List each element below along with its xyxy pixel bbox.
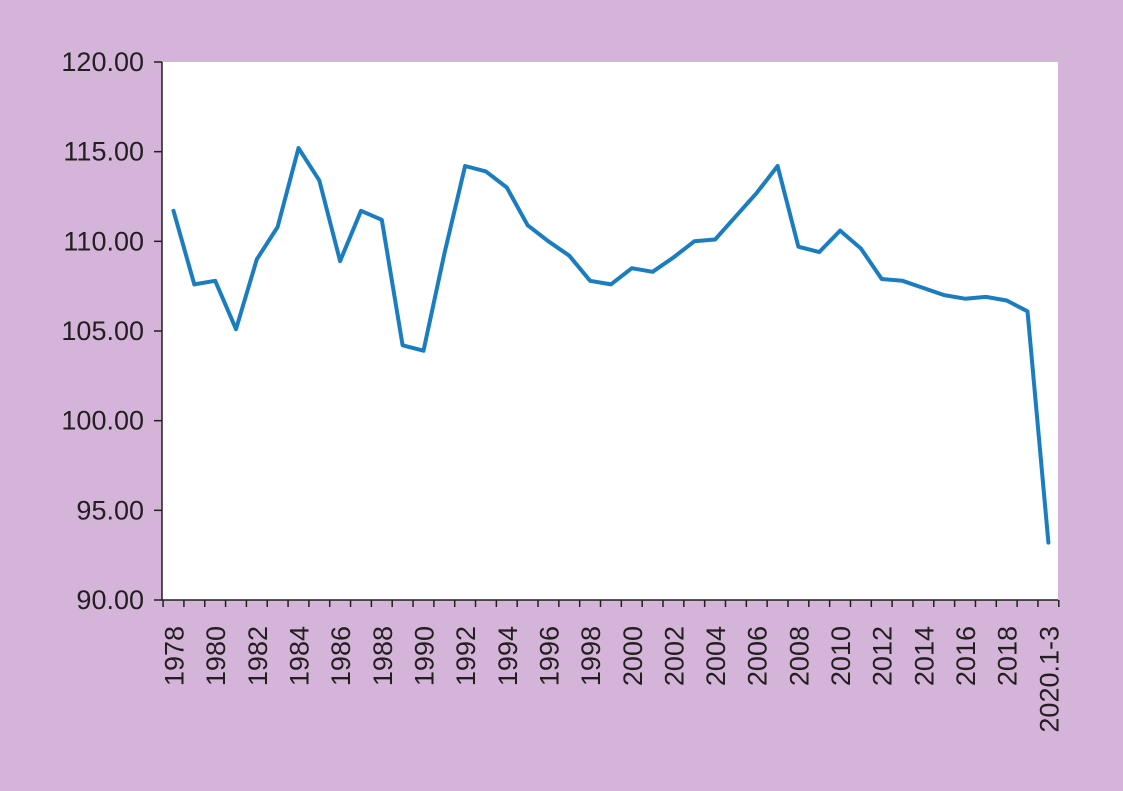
x-tick-label: 1986: [326, 626, 356, 686]
x-tick-label: 1992: [451, 626, 481, 686]
x-tick-label: 2002: [659, 626, 689, 686]
y-tick-label: 90.00: [76, 585, 144, 615]
x-tick-label: 1990: [409, 626, 439, 686]
x-tick-label: 1978: [160, 626, 190, 686]
x-tick-label: 2000: [618, 626, 648, 686]
x-tick-label: 2006: [743, 626, 773, 686]
x-tick-label: 2012: [868, 626, 898, 686]
x-tick-label: 2014: [909, 626, 939, 686]
y-tick-label: 115.00: [63, 137, 144, 167]
x-tick-label: 1988: [368, 626, 398, 686]
x-axis-ticks: 1978 1980 1982 1984 1986 1988 1990 1992 1994 1996…: [160, 600, 1064, 733]
y-tick-label: 110.00: [63, 226, 144, 256]
y-tick-label: 105.00: [61, 316, 144, 346]
series-line: [171, 146, 1051, 545]
x-tick-label: 2020.1-3: [1034, 626, 1064, 733]
x-tick-label: 2018: [993, 626, 1023, 686]
y-tick-label: 95.00: [76, 495, 144, 525]
x-tick-label: 1998: [576, 626, 606, 686]
x-tick-label: 1984: [284, 626, 314, 686]
x-tick-label: 1996: [534, 626, 564, 686]
y-axis-ticks: 90.00 95.00 100.00 105.00 110.00 115.00 120.00: [61, 47, 162, 615]
x-tick-label: 2016: [951, 626, 981, 686]
y-tick-label: 100.00: [61, 406, 144, 436]
x-tick-label: 1994: [493, 626, 523, 686]
y-tick-label: 120.00: [61, 47, 144, 77]
x-tick-label: 2010: [826, 626, 856, 686]
x-tick-label: 1980: [201, 626, 231, 686]
x-tick-label: 2004: [701, 626, 731, 686]
x-tick-label: 2008: [784, 626, 814, 686]
x-tick-label: 1982: [243, 626, 273, 686]
plot-area: [162, 62, 1058, 600]
